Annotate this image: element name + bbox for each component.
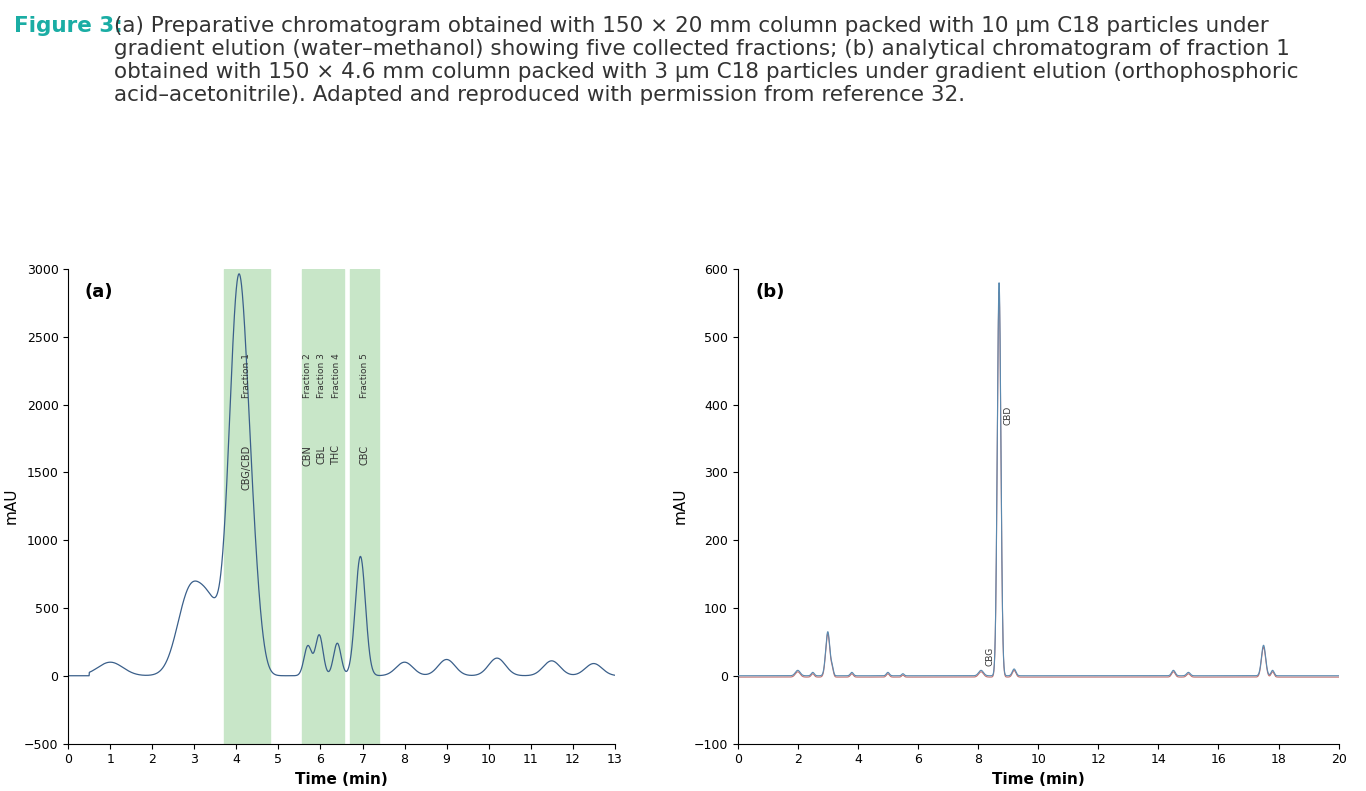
Text: Fraction 3: Fraction 3 [317, 353, 326, 398]
X-axis label: Time (min): Time (min) [295, 772, 388, 787]
Text: CBG/CBD: CBG/CBD [242, 445, 251, 490]
Y-axis label: mAU: mAU [673, 488, 688, 524]
Text: Fraction 4: Fraction 4 [332, 353, 340, 398]
Text: THC: THC [331, 445, 342, 465]
Text: Fraction 5: Fraction 5 [361, 353, 369, 398]
Bar [350, 269, 380, 744]
Text: CBN: CBN [303, 445, 313, 466]
Text: CBG: CBG [986, 646, 994, 665]
Bar [329, 269, 344, 744]
Text: CBD: CBD [1004, 406, 1012, 425]
Text: (a): (a) [85, 283, 113, 301]
Text: (a) Preparative chromatogram obtained with 150 × 20 mm column packed with 10 μm : (a) Preparative chromatogram obtained wi… [113, 16, 1299, 105]
Text: CBC: CBC [359, 445, 370, 465]
X-axis label: Time (min): Time (min) [992, 772, 1085, 787]
Bar [224, 269, 270, 744]
Text: Fraction 2: Fraction 2 [303, 353, 313, 398]
Y-axis label: mAU: mAU [4, 488, 19, 524]
Bar [314, 269, 329, 744]
Text: (b): (b) [755, 283, 785, 301]
Text: Figure 3:: Figure 3: [14, 16, 123, 36]
Text: Fraction 1: Fraction 1 [242, 353, 251, 398]
Text: CBL: CBL [317, 445, 326, 464]
Bar [302, 269, 314, 744]
